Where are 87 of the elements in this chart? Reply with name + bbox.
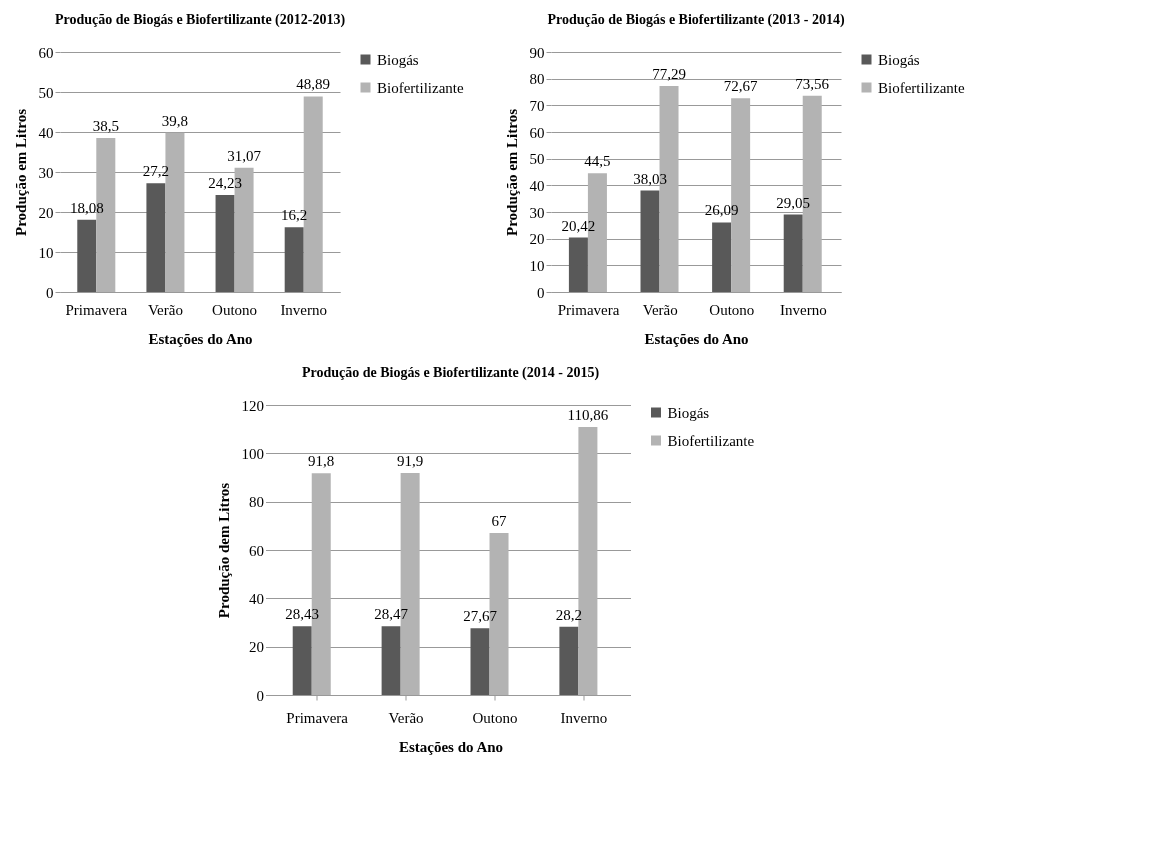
data-label: 44,5	[584, 153, 611, 170]
bar	[568, 237, 588, 292]
data-label: 77,29	[652, 65, 686, 82]
y-tick-label: 70	[529, 97, 545, 114]
data-label: 73,56	[795, 75, 830, 92]
y-tick-label: 30	[529, 204, 545, 221]
x-tick-label: Primavera	[557, 301, 620, 318]
y-tick-label: 100	[241, 445, 264, 462]
x-tick-label: Outono	[212, 301, 258, 318]
x-tick-label: Verão	[147, 301, 183, 318]
y-tick-label: 60	[38, 44, 54, 61]
data-label: 20,42	[561, 217, 596, 234]
data-label: 28,2	[555, 606, 583, 623]
data-label: 29,05	[776, 194, 811, 211]
x-axis-title: Estações do Ano	[398, 738, 504, 755]
data-label: 24,23	[208, 175, 242, 192]
bar	[381, 626, 401, 695]
data-label: 27,2	[142, 163, 170, 180]
chart-title: Produção de Biogás e Biofertilizante (2013 - 2014)	[547, 12, 845, 28]
y-tick-label: 120	[241, 397, 264, 414]
data-label: 38,03	[633, 170, 667, 187]
bar	[640, 190, 660, 292]
chart-title: Produção de Biogás e Biofertilizante (2014 - 2015)	[301, 365, 600, 381]
data-label: 28,47	[374, 606, 409, 623]
y-axis-title: Produção em Litros	[12, 108, 29, 236]
legend-label: Biofertilizante	[667, 432, 755, 449]
y-tick-label: 50	[38, 84, 54, 101]
y-tick-label: 0	[537, 284, 545, 301]
legend-label: Biogás	[377, 51, 419, 68]
bar	[284, 227, 304, 292]
bar	[559, 626, 579, 695]
data-label: 28,43	[285, 606, 320, 623]
y-tick-label: 50	[529, 151, 545, 168]
data-label: 110,86	[567, 407, 609, 424]
bar	[77, 219, 97, 292]
bar	[292, 626, 312, 695]
x-tick-label: Verão	[388, 709, 424, 726]
data-label: 91,9	[397, 452, 424, 469]
data-label: 31,07	[227, 147, 262, 164]
x-tick-label: Primavera	[65, 301, 128, 318]
y-tick-label: 90	[529, 44, 545, 61]
legend-label: Biofertilizante	[878, 79, 965, 96]
x-tick-label: Outono	[472, 709, 518, 726]
x-tick-label: Primavera	[286, 709, 349, 726]
data-label: 26,09	[704, 202, 739, 219]
x-tick-label: Inverno	[780, 301, 827, 318]
bar	[783, 214, 803, 292]
y-tick-label: 20	[38, 204, 54, 221]
y-tick-label: 60	[529, 124, 545, 141]
y-tick-label: 80	[529, 71, 545, 88]
x-tick-label: Verão	[642, 301, 678, 318]
bar	[215, 195, 235, 292]
y-tick-label: 0	[46, 284, 54, 301]
legend-label: Biofertilizante	[377, 79, 464, 96]
bar	[146, 183, 166, 292]
y-tick-label: 40	[38, 124, 54, 141]
data-label: 16,2	[281, 207, 308, 224]
y-tick-label: 20	[529, 231, 545, 248]
data-label: 27,67	[463, 608, 498, 625]
y-axis-title: Produção em Litros	[503, 108, 520, 236]
y-tick-label: 80	[249, 494, 264, 511]
y-tick-label: 10	[38, 244, 54, 261]
x-axis-title: Estações do Ano	[148, 330, 253, 347]
x-tick-label: Outono	[709, 301, 755, 318]
data-label: 48,89	[296, 76, 331, 93]
bar	[712, 222, 732, 292]
y-axis-title: Produção dem Litros	[215, 482, 232, 619]
data-label: 38,5	[92, 118, 119, 134]
legend-label: Biogás	[878, 51, 920, 68]
data-label: 72,67	[723, 78, 758, 95]
x-tick-label: Inverno	[560, 709, 608, 726]
chart-title: Produção de Biogás e Biofertilizante (2012-2013)	[54, 12, 346, 28]
legend-label: Biogás	[667, 404, 710, 421]
y-tick-label: 60	[249, 542, 264, 559]
x-axis-title: Estações do Ano	[644, 330, 749, 347]
y-tick-label: 10	[529, 257, 545, 274]
data-label: 18,08	[69, 199, 104, 216]
x-tick-label: Inverno	[280, 301, 328, 318]
y-tick-label: 40	[249, 590, 264, 607]
bar	[470, 628, 490, 695]
y-tick-label: 0	[256, 687, 264, 704]
y-tick-label: 20	[249, 639, 264, 656]
data-label: 67	[491, 513, 508, 530]
data-label: 39,8	[161, 112, 189, 129]
y-tick-label: 40	[529, 177, 545, 194]
y-tick-label: 30	[38, 164, 54, 181]
data-label: 91,8	[308, 453, 335, 470]
